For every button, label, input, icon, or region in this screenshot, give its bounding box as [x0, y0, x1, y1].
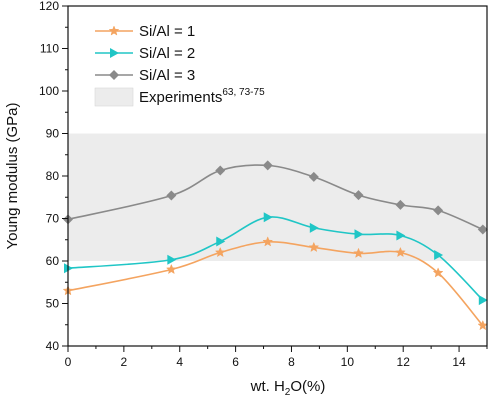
- y-tick-label-120: 120: [39, 0, 59, 13]
- legend-experiments-text: Experiments: [139, 89, 222, 106]
- series-3-point-4: [262, 160, 273, 171]
- x-tick-label-6: 6: [232, 355, 239, 369]
- x-axis-title-suffix: O(%): [290, 378, 325, 395]
- series-3-point-9: [477, 224, 488, 235]
- x-tick-label-8: 8: [288, 355, 295, 369]
- experiments-band-layer: [68, 133, 487, 261]
- x-axis-title: wt. H2O(%): [250, 378, 326, 398]
- y-tick-label-70: 70: [46, 212, 60, 226]
- series-2: [64, 212, 488, 306]
- y-tick-label-90: 90: [46, 127, 60, 141]
- series-2-point-3: [216, 236, 226, 247]
- legend-entry-1: Si/Al = 1: [95, 23, 195, 40]
- series-1-point-8: [432, 267, 444, 278]
- series-3-point-8: [433, 205, 444, 216]
- series-2-point-9: [478, 295, 488, 306]
- x-tick-label-12: 12: [397, 355, 411, 369]
- series-2-point-5: [309, 222, 319, 233]
- y-axis-title: Young modulus (GPa): [4, 102, 21, 249]
- series-3-point-6: [353, 190, 364, 201]
- legend-marker-1: [108, 25, 120, 36]
- series-layer: [62, 160, 489, 331]
- legend-label-1: Si/Al = 1: [139, 23, 195, 40]
- series-1-point-3: [214, 246, 226, 258]
- series-1-point-7: [395, 246, 406, 258]
- series-2-point-4: [263, 212, 273, 223]
- series-3-point-7: [395, 199, 406, 210]
- series-1-point-5: [308, 241, 320, 252]
- x-axis-title-subscript: 2: [285, 387, 291, 398]
- y-tick-label-80: 80: [46, 169, 60, 183]
- series-1-point-2: [165, 263, 177, 275]
- legend-entry-experiments: Experiments63, 73-75: [94, 87, 265, 107]
- series-1-point-6: [353, 247, 364, 258]
- legend-label-experiments: Experiments63, 73-75: [139, 87, 265, 106]
- legend-experiments-superscript: 63, 73-75: [222, 87, 265, 98]
- series-3: [63, 160, 488, 235]
- series-2-point-2: [167, 254, 177, 265]
- series-2-point-8: [434, 250, 444, 261]
- experiments-band: [68, 133, 487, 261]
- x-tick-label-2: 2: [121, 355, 128, 369]
- series-3-point-5: [308, 171, 319, 182]
- y-tick-label-100: 100: [39, 84, 59, 98]
- legend: Si/Al = 1 Si/Al = 2 Si/Al = 3 Experiments63…: [94, 23, 265, 107]
- legend-marker-3: [109, 70, 119, 80]
- x-tick-label-10: 10: [341, 355, 355, 369]
- axes-layer: 0 2 4 6 8 10 12 14 40 50 60 70 80 90 100 110 120: [39, 0, 488, 369]
- series-1: [62, 236, 489, 331]
- legend-entry-2: Si/Al = 2: [95, 45, 195, 62]
- y-tick-label-40: 40: [46, 339, 60, 353]
- series-3-point-2: [166, 190, 177, 201]
- series-3-point-3: [215, 165, 226, 176]
- legend-marker-2: [110, 48, 119, 58]
- y-tick-label-110: 110: [40, 42, 59, 56]
- x-tick-label-0: 0: [65, 355, 72, 369]
- legend-label-3: Si/Al = 3: [139, 67, 195, 84]
- series-2-point-7: [396, 230, 406, 241]
- x-axis-title-prefix: wt. H: [250, 378, 285, 395]
- y-tick-label-50: 50: [46, 297, 60, 311]
- series-2-point-6: [354, 229, 364, 240]
- x-tick-label-4: 4: [176, 355, 183, 369]
- y-tick-label-60: 60: [46, 254, 60, 268]
- legend-label-2: Si/Al = 2: [139, 45, 195, 62]
- legend-entry-3: Si/Al = 3: [95, 67, 195, 84]
- x-tick-label-14: 14: [452, 355, 466, 369]
- series-1-point-4: [262, 236, 274, 247]
- legend-band-swatch: [94, 87, 134, 107]
